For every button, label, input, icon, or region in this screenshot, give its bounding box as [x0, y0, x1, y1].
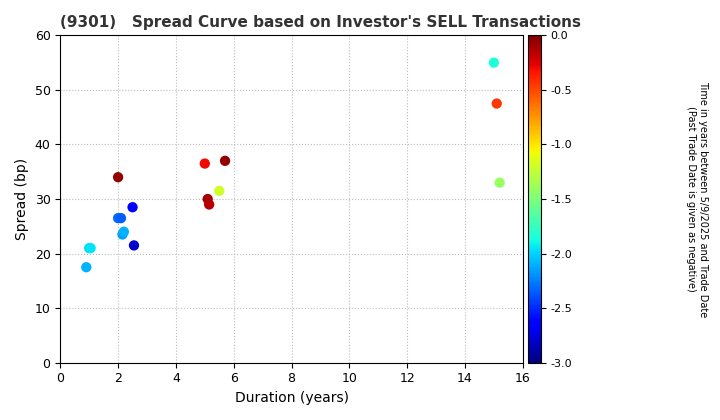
Point — [491, 100, 503, 107]
Point — [117, 231, 128, 238]
Point — [220, 158, 231, 164]
X-axis label: Duration (years): Duration (years) — [235, 391, 348, 405]
Point — [203, 201, 215, 208]
Y-axis label: Time in years between 5/9/2025 and Trade Date
(Past Trade Date is given as negat: Time in years between 5/9/2025 and Trade… — [686, 81, 708, 317]
Point — [128, 242, 140, 249]
Point — [202, 196, 213, 202]
Point — [112, 174, 124, 181]
Point — [118, 228, 130, 235]
Point — [488, 59, 500, 66]
Point — [199, 160, 210, 167]
Point — [115, 215, 127, 221]
Point — [81, 264, 92, 270]
Point — [494, 179, 505, 186]
Text: (9301)   Spread Curve based on Investor's SELL Transactions: (9301) Spread Curve based on Investor's … — [60, 15, 581, 30]
Point — [214, 187, 225, 194]
Point — [112, 215, 124, 221]
Point — [127, 204, 138, 210]
Point — [85, 245, 96, 252]
Point — [84, 245, 95, 252]
Y-axis label: Spread (bp): Spread (bp) — [15, 158, 29, 240]
